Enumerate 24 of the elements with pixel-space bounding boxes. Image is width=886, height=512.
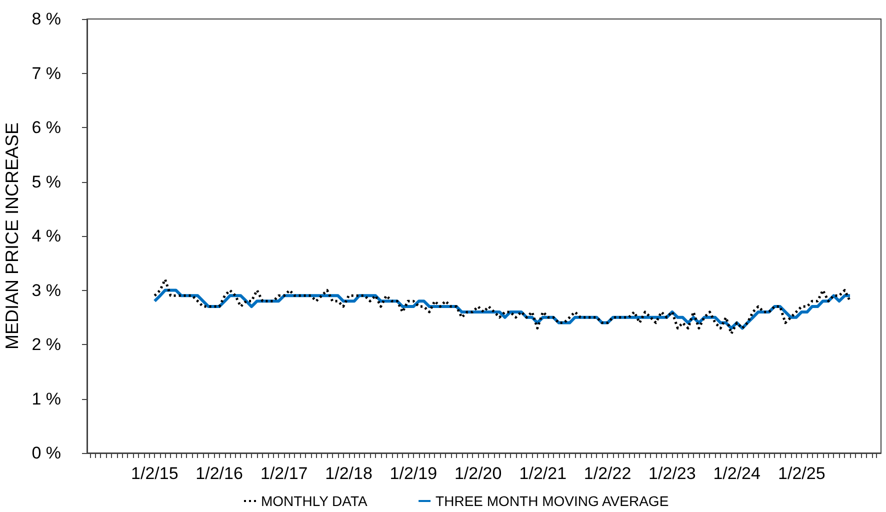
x-tick-label: 1/2/21 bbox=[519, 464, 567, 483]
y-axis-title: MEDIAN PRICE INCREASE bbox=[2, 122, 22, 350]
x-tick-label: 1/2/19 bbox=[390, 464, 438, 483]
line-series bbox=[153, 278, 852, 335]
x-tick-label: 1/2/16 bbox=[196, 464, 243, 483]
y-tick-label: 8 % bbox=[32, 10, 61, 28]
x-tick-label: 1/2/17 bbox=[260, 464, 308, 483]
x-tick-label: 1/2/23 bbox=[648, 464, 696, 483]
y-tick-label: 5 % bbox=[32, 172, 61, 192]
y-tick-label: 0 % bbox=[32, 444, 61, 462]
x-tick-label: 1/2/15 bbox=[131, 464, 178, 483]
legend-label: THREE MONTH MOVING AVERAGE bbox=[436, 493, 669, 509]
y-tick-label: 7 % bbox=[32, 64, 61, 83]
y-tick-label: 2 % bbox=[32, 335, 61, 354]
y-tick-label: 3 % bbox=[32, 280, 61, 300]
y-tick-label: 1 % bbox=[32, 389, 61, 408]
x-tick-label: 1/2/18 bbox=[325, 464, 372, 483]
y-tick-label: 6 % bbox=[32, 118, 61, 137]
x-tick-label: 1/2/22 bbox=[584, 464, 632, 483]
x-tick-label: 1/2/20 bbox=[454, 464, 502, 483]
legend-label: MONTHLY DATA bbox=[261, 493, 368, 509]
x-tick-label: 1/2/25 bbox=[778, 464, 826, 483]
y-tick-label: 4 % bbox=[32, 226, 61, 246]
x-tick-label: 1/2/24 bbox=[713, 464, 760, 483]
